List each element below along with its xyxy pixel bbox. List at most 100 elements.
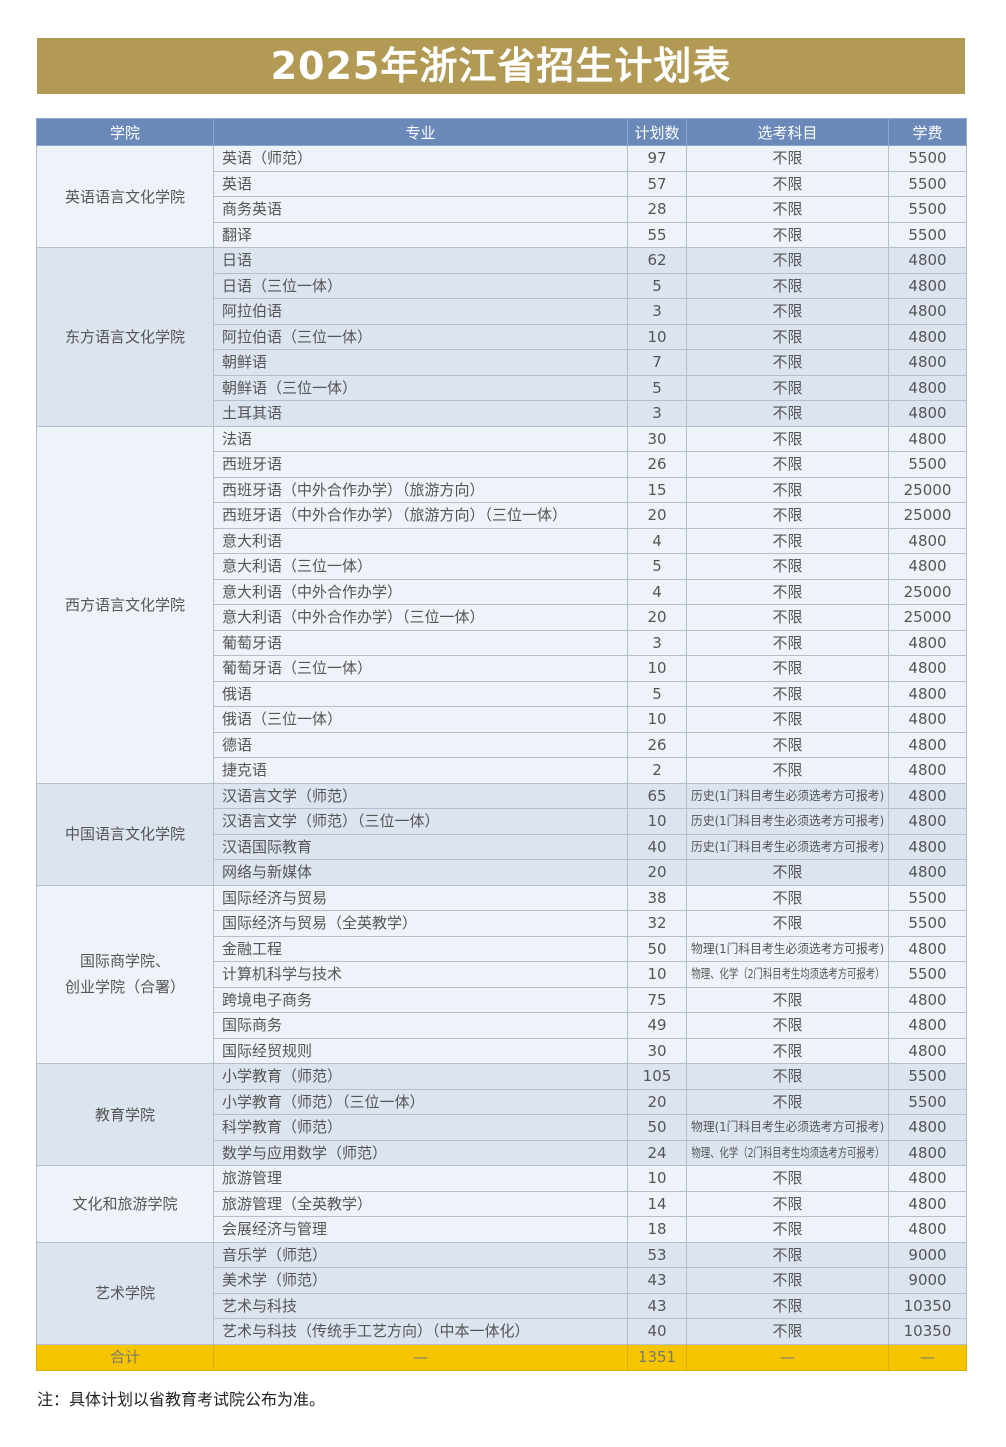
major-cell: 日语（三位一体） [213, 272, 628, 299]
major-cell: 国际商务 [213, 1012, 628, 1039]
plan-count-cell: 43 [627, 1292, 687, 1319]
plan-count-cell: 3 [627, 400, 687, 427]
major-cell: 阿拉伯语（三位一体） [213, 323, 628, 350]
subjects-text: 不限 [772, 582, 803, 601]
major-text: 网络与新媒体 [222, 863, 313, 882]
tuition-text: 4800 [908, 659, 947, 678]
tuition-cell: 9000 [888, 1267, 967, 1294]
tuition-text: 4800 [908, 531, 947, 550]
major-cell: 艺术与科技 [213, 1292, 628, 1319]
tuition-text: 5500 [908, 455, 947, 474]
major-text: 英语（师范） [222, 149, 313, 168]
subjects-text: 物理(1门科目考生必须选考方可报考) [690, 1119, 885, 1135]
plan-count-cell: 10 [627, 808, 687, 835]
plan-count-text: 97 [647, 149, 667, 168]
plan-count-cell: 20 [627, 502, 687, 529]
subjects-cell: 不限 [686, 425, 889, 452]
tuition-text: 4800 [908, 837, 947, 856]
subjects-cell: 物理(1门科目考生必须选考方可报考) [686, 1114, 889, 1141]
plan-count-cell: 38 [627, 884, 687, 911]
tuition-text: 4800 [908, 302, 947, 321]
plan-count-cell: 5 [627, 553, 687, 580]
plan-count-cell: 26 [627, 451, 687, 478]
tuition-cell: 4800 [888, 629, 967, 656]
total-subjects: — [686, 1343, 889, 1371]
header-tuition: 学费 [888, 118, 967, 146]
tuition-cell: 4800 [888, 272, 967, 299]
subjects-cell: 物理(1门科目考生必须选考方可报考) [686, 935, 889, 962]
tuition-cell: 4800 [888, 1037, 967, 1064]
table-row: 葡萄牙语 3 不限 4800 [37, 629, 967, 656]
plan-count-cell: 3 [627, 629, 687, 656]
plan-count-cell: 65 [627, 782, 687, 809]
table-row: 意大利语 4 不限 4800 [37, 527, 967, 554]
major-cell: 国际经济与贸易（全英教学） [213, 910, 628, 937]
table-row: 艺术与科技 43 不限 10350 [37, 1292, 967, 1319]
tuition-cell: 4800 [888, 1114, 967, 1141]
major-text: 计算机科学与技术 [222, 965, 343, 984]
major-cell: 葡萄牙语（三位一体） [213, 655, 628, 682]
subjects-text: 不限 [772, 735, 803, 754]
major-text: 意大利语（三位一体） [222, 557, 373, 576]
tuition-text: 25000 [903, 608, 952, 627]
tuition-text: 5500 [908, 149, 947, 168]
subjects-text: 不限 [772, 327, 803, 346]
table-row: 西方语言文化学院 法语 30 不限 4800 [36, 425, 967, 784]
major-text: 小学教育（师范） [222, 1067, 343, 1086]
tuition-cell: 5500 [888, 884, 967, 911]
major-cell: 西班牙语（中外合作办学）（旅游方向）（三位一体） [213, 502, 628, 529]
subjects-cell: 不限 [686, 323, 889, 350]
college-cell: 西方语言文化学院 [36, 425, 214, 784]
major-cell: 国际经贸规则 [213, 1037, 628, 1064]
major-text: 葡萄牙语（三位一体） [222, 659, 373, 678]
subjects-cell: 不限 [686, 553, 889, 580]
major-cell: 英语（师范） [213, 145, 628, 172]
plan-count-text: 40 [647, 837, 667, 856]
plan-count-cell: 53 [627, 1241, 687, 1268]
plan-count-text: 20 [647, 608, 667, 627]
plan-count-text: 10 [647, 327, 667, 346]
plan-count-text: 50 [647, 1118, 667, 1137]
subjects-cell: 不限 [686, 527, 889, 554]
subjects-cell: 不限 [686, 502, 889, 529]
table-row: 西班牙语（中外合作办学）（旅游方向） 15 不限 25000 [37, 476, 967, 503]
subjects-cell: 不限 [686, 986, 889, 1013]
tuition-text: 4800 [908, 735, 947, 754]
plan-count-text: 53 [647, 1245, 667, 1264]
tuition-text: 4800 [908, 1194, 947, 1213]
major-cell: 翻译 [213, 221, 628, 248]
plan-count-cell: 4 [627, 578, 687, 605]
tuition-text: 9000 [908, 1245, 947, 1264]
plan-count-text: 50 [647, 939, 667, 958]
table-row: 意大利语（三位一体） 5 不限 4800 [37, 553, 967, 580]
tuition-text: 4800 [908, 276, 947, 295]
major-cell: 日语 [213, 247, 628, 274]
plan-count-cell: 75 [627, 986, 687, 1013]
plan-count-text: 20 [647, 506, 667, 525]
college-cell: 教育学院 [36, 1063, 214, 1166]
plan-count-text: 3 [652, 404, 662, 423]
major-cell: 跨境电子商务 [213, 986, 628, 1013]
plan-count-cell: 97 [627, 145, 687, 172]
tuition-text: 4800 [908, 1118, 947, 1137]
plan-count-cell: 49 [627, 1012, 687, 1039]
plan-count-text: 4 [652, 582, 662, 601]
table-row: 东方语言文化学院 日语 62 不限 4800 [36, 247, 967, 427]
subjects-text: 物理、化学（2门科目考生均须选考方可报考） [691, 966, 884, 982]
total-plan-count: 1351 [627, 1343, 687, 1371]
tuition-text: 9000 [908, 1271, 947, 1290]
subjects-text: 不限 [772, 990, 803, 1009]
tuition-cell: 5500 [888, 221, 967, 248]
table-row: 捷克语 2 不限 4800 [37, 757, 967, 784]
major-cell: 德语 [213, 731, 628, 758]
table-row: 朝鲜语（三位一体） 5 不限 4800 [37, 374, 967, 401]
major-text: 音乐学（师范） [222, 1245, 328, 1264]
subjects-cell: 不限 [686, 910, 889, 937]
plan-count-text: 26 [647, 455, 667, 474]
plan-count-text: 10 [647, 1169, 667, 1188]
tuition-text: 5500 [908, 914, 947, 933]
plan-count-cell: 10 [627, 323, 687, 350]
table-row: 国际商务 49 不限 4800 [37, 1012, 967, 1039]
tuition-cell: 5500 [888, 451, 967, 478]
college-cell: 艺术学院 [36, 1241, 214, 1345]
